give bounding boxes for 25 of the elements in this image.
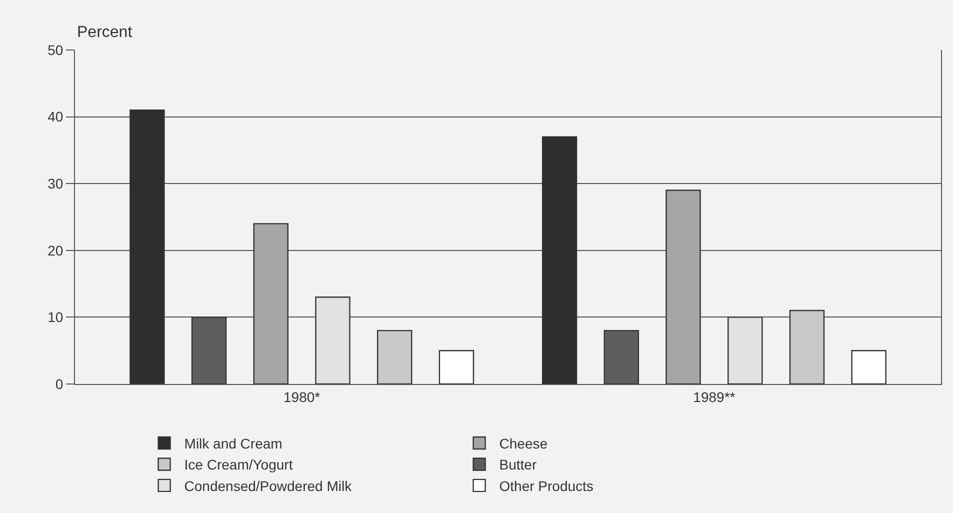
y-tick-label: 0 <box>55 376 64 392</box>
bar <box>376 330 412 384</box>
legend-label: Milk and Cream <box>184 435 282 452</box>
bar <box>666 190 701 384</box>
bar <box>851 350 886 384</box>
legend-label: Butter <box>499 456 537 473</box>
bar <box>130 110 165 384</box>
y-tick-label: 20 <box>48 242 64 258</box>
y-tick-label: 10 <box>48 309 64 326</box>
bar <box>728 316 763 384</box>
bar <box>542 136 578 384</box>
legend-label: Ice Cream/Yogurt <box>184 456 293 473</box>
bar <box>438 350 474 384</box>
x-tick-label: 1980* <box>284 388 321 405</box>
legend-label: Condensed/Powdered Milk <box>184 478 353 494</box>
y-axis-title: Percent <box>77 24 133 41</box>
y-tick-label: 50 <box>48 42 64 58</box>
bar <box>253 223 288 384</box>
y-tick-label: 30 <box>48 176 64 192</box>
y-tick-label: 40 <box>48 108 64 125</box>
legend-label: Other Products <box>499 478 594 494</box>
bar <box>789 310 825 384</box>
legend-label: Cheese <box>499 435 548 452</box>
x-tick-label: 1989** <box>693 388 736 405</box>
bar <box>315 296 350 384</box>
